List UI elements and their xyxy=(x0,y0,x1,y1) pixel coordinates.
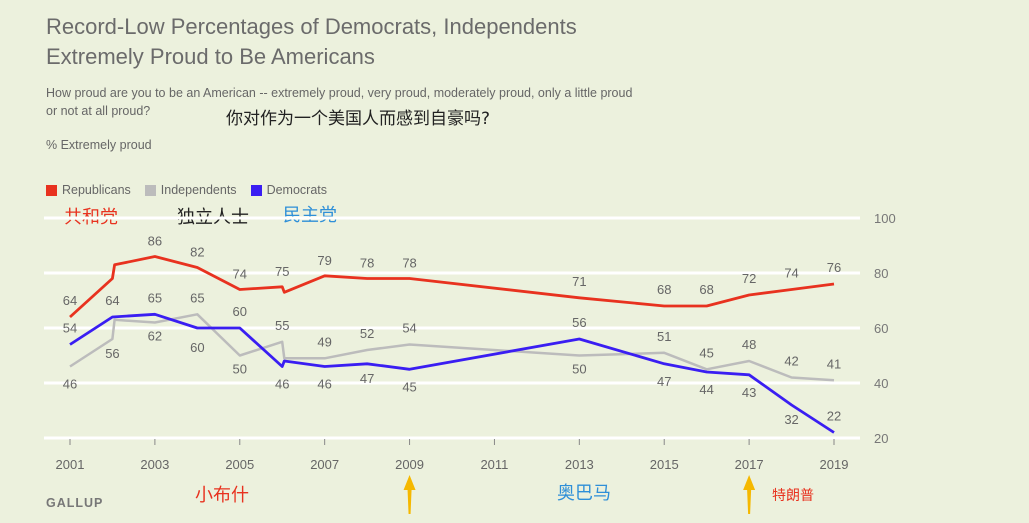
chart-title: Record-Low Percentages of Democrats, Ind… xyxy=(46,12,686,72)
annotation-question: 你对作为一个美国人而感到自豪吗? xyxy=(226,109,491,129)
data-label-independents: 45 xyxy=(699,345,713,360)
data-label-independents: 50 xyxy=(572,362,586,377)
data-label-republicans: 68 xyxy=(699,282,713,297)
data-label-independents: 51 xyxy=(657,329,671,344)
series-line-independents xyxy=(69,313,835,382)
annotation-obama: 奥巴马 xyxy=(557,483,611,504)
x-tick-label: 2005 xyxy=(225,457,254,472)
data-label-republicans: 75 xyxy=(275,264,289,279)
data-label-independents: 41 xyxy=(827,356,841,371)
data-label-democrats: 45 xyxy=(402,379,416,394)
source-label: GALLUP xyxy=(46,496,104,510)
data-label-democrats: 22 xyxy=(827,409,841,424)
data-label-independents: 49 xyxy=(317,334,331,349)
data-label-republicans: 74 xyxy=(784,266,798,281)
data-label-democrats: 47 xyxy=(657,374,671,389)
data-label-independents: 52 xyxy=(360,326,374,341)
x-tick-label: 2001 xyxy=(56,457,85,472)
data-label-independents: 50 xyxy=(233,362,247,377)
chart-axes: 20 40 60 80 100 2001 2003 2005 2007 2009 2011 2013 2… xyxy=(56,211,896,472)
chart-title-line1: Record-Low Percentages of Democrats, Ind… xyxy=(46,14,577,39)
data-label-democrats: 47 xyxy=(360,371,374,386)
legend-item-republicans: Republicans xyxy=(46,183,131,197)
data-label-democrats: 54 xyxy=(63,321,77,336)
data-label-republicans: 72 xyxy=(742,271,756,286)
arrow-2009-shape xyxy=(403,475,416,514)
chart-legend: Republicans Independents Democrats xyxy=(46,182,327,198)
data-label-democrats: 46 xyxy=(317,377,331,392)
y-tick-label: 100 xyxy=(874,211,896,226)
chart-arrows xyxy=(403,475,756,514)
x-tick-label: 2017 xyxy=(735,457,764,472)
data-label-independents: 55 xyxy=(275,318,289,333)
legend-swatch-republicans xyxy=(46,184,57,196)
y-tick-label: 60 xyxy=(874,321,888,336)
legend-label-republicans: Republicans xyxy=(62,183,131,197)
x-tick-label: 2019 xyxy=(820,457,849,472)
data-label-democrats: 60 xyxy=(190,340,204,355)
data-label-democrats: 32 xyxy=(784,412,798,427)
data-label-republicans: 68 xyxy=(657,282,671,297)
x-tick-label: 2011 xyxy=(480,457,508,472)
data-label-independents: 56 xyxy=(105,346,119,361)
legend-label-independents: Independents xyxy=(160,183,237,197)
x-tick-label: 2007 xyxy=(310,457,339,472)
unit-label: % Extremely proud xyxy=(46,138,152,152)
legend-item-independents: Independents xyxy=(144,183,237,197)
data-label-democrats: 56 xyxy=(572,315,586,330)
legend-item-democrats: Democrats xyxy=(250,183,327,197)
arrow-2009 xyxy=(403,475,416,514)
legend-swatch-democrats xyxy=(250,184,262,196)
data-label-republicans: 64 xyxy=(63,293,77,308)
data-label-democrats: 65 xyxy=(148,290,162,305)
data-label-democrats: 60 xyxy=(233,304,247,319)
chart-series xyxy=(69,255,835,434)
data-label-republicans: 79 xyxy=(317,253,331,268)
data-label-republicans: 86 xyxy=(148,234,162,249)
data-label-independents: 65 xyxy=(190,290,204,305)
legend-label-democrats: Democrats xyxy=(266,183,327,197)
data-label-republicans: 78 xyxy=(360,256,374,271)
data-label-independents: 48 xyxy=(742,337,756,352)
legend-swatch-independents xyxy=(144,184,156,196)
x-tick-label: 2003 xyxy=(140,457,169,472)
annotation-bush: 小布什 xyxy=(195,485,249,506)
chart-grid xyxy=(44,216,860,440)
data-label-republicans: 82 xyxy=(190,245,204,260)
chart-data-labels: 46 56 62 65 50 55 49 52 54 50 51 45 48 42 41 64 86 82 74 75… xyxy=(63,234,841,428)
data-label-democrats: 44 xyxy=(699,382,713,397)
data-label-democrats: 46 xyxy=(275,377,289,392)
data-label-independents: 62 xyxy=(148,329,162,344)
y-tick-label: 80 xyxy=(874,266,888,281)
series-line-republicans xyxy=(69,255,835,319)
x-tick-label: 2013 xyxy=(565,457,594,472)
chart-subtitle-line1: How proud are you to be an American -- e… xyxy=(46,86,633,100)
y-tick-label: 40 xyxy=(874,376,888,391)
data-label-republicans: 76 xyxy=(827,260,841,275)
x-tick-label: 2015 xyxy=(650,457,679,472)
data-label-independents: 46 xyxy=(63,377,77,392)
data-label-republicans: 71 xyxy=(572,274,586,289)
data-label-democrats: 64 xyxy=(105,293,119,308)
y-tick-label: 20 xyxy=(874,431,888,446)
chart-title-line2: Extremely Proud to Be Americans xyxy=(46,44,375,69)
data-label-republicans: 78 xyxy=(402,256,416,271)
series-line-democrats xyxy=(69,312,835,434)
chart-subtitle: How proud are you to be an American -- e… xyxy=(46,84,726,120)
annotation-trump: 特朗普 xyxy=(772,488,814,504)
data-label-democrats: 43 xyxy=(742,385,756,400)
annotation-democrats-cn: 民主党 xyxy=(283,205,337,226)
x-tick-label: 2009 xyxy=(395,457,424,472)
chart-subtitle-line2: or not at all proud? xyxy=(46,104,151,118)
data-label-independents: 54 xyxy=(402,321,416,336)
data-label-independents: 42 xyxy=(784,354,798,369)
arrow-2017 xyxy=(743,475,756,514)
data-label-republicans: 74 xyxy=(233,267,247,282)
arrow-2017-shape xyxy=(743,475,756,514)
